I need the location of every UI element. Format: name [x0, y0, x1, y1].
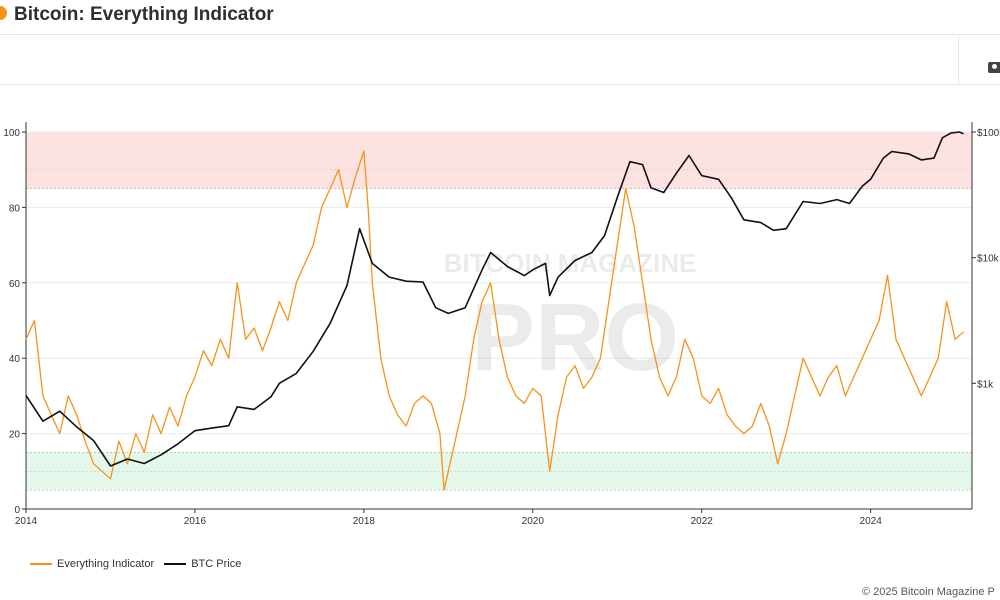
- chart-header: Bitcoin: Everything Indicator: [0, 0, 1000, 35]
- page-title: Bitcoin: Everything Indicator: [14, 4, 274, 25]
- toolbar-divider: [958, 36, 959, 84]
- x-tick-label: 2022: [691, 516, 714, 527]
- y-left-tick-label: 20: [9, 430, 21, 441]
- chart-axes: 0 20 40 60 80 100 $1k $10k $100k 2014 2016 2018 2020…: [3, 122, 1000, 527]
- camera-icon[interactable]: [988, 62, 1000, 73]
- legend-label-indicator: Everything Indicator: [57, 558, 155, 570]
- y-left-tick-label: 0: [14, 505, 20, 516]
- y-right-tick-label: $1k: [977, 379, 994, 390]
- chart-series: [25, 131, 965, 491]
- legend-item-indicator[interactable]: Everything Indicator: [30, 558, 154, 570]
- x-tick-label: 2016: [184, 516, 207, 527]
- legend-swatch-indicator: [30, 563, 52, 565]
- chart-zones: [26, 131, 972, 491]
- btc-price-line: [25, 131, 964, 467]
- y-right-tick-label: $10k: [977, 254, 1000, 265]
- watermark-line1: BITCOIN MAGAZINE: [444, 248, 697, 278]
- watermark-line2: PRO: [471, 284, 679, 391]
- y-right-tick-label: $100k: [977, 128, 1000, 139]
- x-tick-label: 2018: [353, 516, 376, 527]
- y-left-tick-label: 100: [3, 128, 20, 139]
- y-left-tick-label: 60: [9, 279, 21, 290]
- chart-canvas: BITCOIN MAGAZINE PRO 0 20 40 60 80 100 $1k $10k…: [3, 122, 1000, 527]
- watermark: BITCOIN MAGAZINE PRO: [444, 248, 697, 391]
- legend-label-price: BTC Price: [191, 558, 242, 570]
- chart-toolbar: [0, 36, 1000, 85]
- x-tick-label: 2024: [860, 516, 883, 527]
- legend-swatch-price: [164, 563, 187, 565]
- legend-item-price[interactable]: BTC Price: [164, 558, 241, 570]
- copyright-footer: © 2025 Bitcoin Magazine P: [862, 586, 995, 598]
- chart-legend: Everything Indicator BTC Price: [30, 558, 251, 570]
- zone-top: [26, 132, 972, 189]
- y-left-tick-label: 40: [9, 354, 21, 365]
- y-left-tick-label: 80: [9, 203, 21, 214]
- bitcoin-logo-icon: [0, 6, 7, 20]
- x-tick-label: 2020: [522, 516, 545, 527]
- everything-indicator-line: [25, 150, 965, 491]
- x-tick-label: 2014: [15, 516, 38, 527]
